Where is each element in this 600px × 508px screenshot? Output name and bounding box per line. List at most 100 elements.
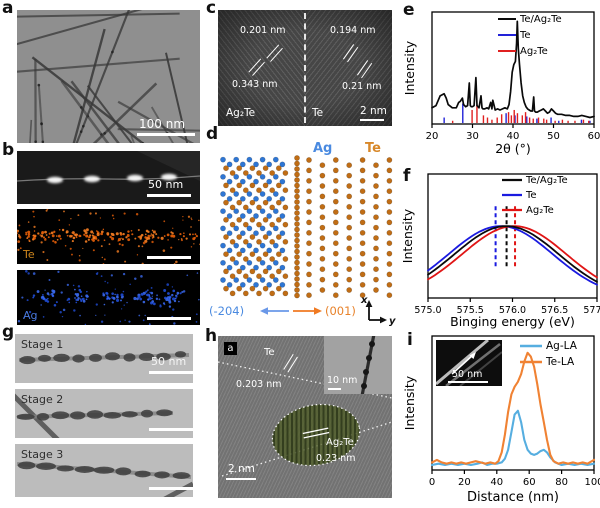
- svg-text:Binging energy (eV): Binging energy (eV): [450, 314, 575, 329]
- svg-text:20: 20: [458, 477, 471, 488]
- atomic-model-graphic: Ag Te (-204) (001) x y: [209, 141, 396, 327]
- wire-outline-graphic: [218, 361, 392, 477]
- panel-i-inset-stem: 50 nm: [436, 340, 502, 386]
- svg-text:575.5: 575.5: [457, 305, 484, 316]
- panel-c-scale-text: 2 nm: [360, 105, 387, 117]
- ag-element-map-graphic: [17, 270, 200, 325]
- panel-i-inset-scale-bar: [448, 381, 488, 383]
- panel-b-ag-label: Ag: [23, 309, 38, 322]
- panel-h-scale-text: 2 nm: [228, 463, 255, 475]
- svg-text:Intensity: Intensity: [402, 40, 417, 95]
- spacing-label-021: 0.21 nm: [342, 81, 382, 92]
- panel-h-inset-scale-bar: [328, 388, 341, 390]
- svg-text:x: x: [360, 295, 368, 306]
- panel-f-xps-chart: f Te/Ag₂Te Te Ag₂Te 575.0 575.5 576.0 576.5 577…: [402, 164, 600, 332]
- svg-text:80: 80: [555, 477, 568, 488]
- stage3-label: Stage 3: [21, 448, 64, 461]
- panel-c-hrtem-image: 0.201 nm 0.343 nm 0.194 nm 0.21 nm Ag₂Te…: [218, 10, 392, 126]
- svg-text:2θ (°): 2θ (°): [495, 141, 531, 156]
- svg-text:Te-LA: Te-LA: [545, 356, 575, 368]
- panel-h-inset-scale-text: 10 nm: [327, 375, 358, 386]
- stage3-wire-graphic: [15, 444, 193, 497]
- panel-i-linescan-chart: i Ag-LA Te-LA 0 20 40 60 80 100 Distance (nm) Int…: [402, 328, 600, 508]
- panel-letter-h: h: [205, 326, 218, 346]
- panel-b-scale-bar: [147, 194, 191, 197]
- svg-text:50: 50: [547, 131, 560, 142]
- panel-g-stage1-image: Stage 1 50 nm: [15, 334, 193, 383]
- svg-text:(001): (001): [325, 304, 356, 318]
- panel-a-scale-bar: [137, 133, 195, 136]
- svg-text:Ag-LA: Ag-LA: [546, 340, 578, 352]
- panel-b-ag-scale-bar: [147, 317, 191, 320]
- panel-h-inset-tem: 10 nm: [324, 336, 392, 394]
- svg-text:20: 20: [426, 131, 439, 142]
- svg-text:Intensity: Intensity: [402, 208, 415, 263]
- panel-g-stage2-image: Stage 2: [15, 389, 193, 438]
- svg-text:(-204): (-204): [209, 304, 244, 318]
- panel-b-te-scale-bar: [147, 256, 191, 259]
- svg-text:0: 0: [429, 477, 435, 488]
- panel-c-scale-bar: [360, 119, 384, 121]
- spacing-label-0343: 0.343 nm: [232, 79, 278, 90]
- panel-g-scale-text: 50 nm: [151, 355, 187, 368]
- panel-h-ag2te-spacing: 0.23 nm: [316, 453, 356, 464]
- panel-b-te-map: Te: [17, 209, 200, 264]
- panel-h-te-label: Te: [264, 347, 275, 358]
- linescan-plot: Ag-LA Te-LA 0 20 40 60 80 100 Distance (nm) Inten…: [402, 335, 600, 505]
- panel-h-scale-bar: [226, 478, 256, 480]
- svg-text:Te: Te: [519, 30, 531, 41]
- panel-b-te-label: Te: [23, 248, 35, 261]
- svg-text:Ag₂Te: Ag₂Te: [526, 205, 554, 216]
- inset-scan-graphic: [436, 340, 502, 386]
- panel-letter-g: g: [2, 322, 15, 342]
- xrd-plot: Te/Ag₂Te Te Ag₂Te 20 30 40 50 60 2θ (°) Intensity: [402, 11, 600, 156]
- material-label-te: Te: [312, 107, 324, 119]
- panel-b-ag-map: Ag: [17, 270, 200, 325]
- panel-letter-a: a: [2, 0, 14, 18]
- panel-letter-c: c: [206, 0, 217, 18]
- svg-text:Intensity: Intensity: [402, 375, 417, 430]
- nanowire-network-graphic: [17, 10, 200, 143]
- panel-g2-scale-bar: [149, 428, 193, 431]
- spacing-label-0194: 0.194 nm: [330, 25, 376, 36]
- svg-text:576.5: 576.5: [541, 305, 568, 316]
- panel-h-te-spacing: 0.203 nm: [236, 379, 282, 390]
- panel-letter-b: b: [2, 140, 15, 160]
- panel-a-scale-text: 100 nm: [139, 117, 186, 131]
- svg-text:Te/Ag₂Te: Te/Ag₂Te: [519, 14, 562, 25]
- panel-a-tem-image: 100 nm: [17, 10, 200, 143]
- panel-i-inset-scale-text: 50 nm: [452, 369, 483, 380]
- svg-text:575.0: 575.0: [414, 305, 441, 316]
- svg-text:60: 60: [588, 131, 600, 142]
- te-element-map-graphic: [17, 209, 200, 264]
- panel-letter-d: d: [206, 124, 219, 144]
- panel-g3-scale-bar: [149, 487, 193, 490]
- inset-wire-graphic: [324, 336, 392, 394]
- panel-letter-e: e: [403, 0, 415, 20]
- panel-e-xrd-chart: e Te/Ag₂Te Te Ag₂Te 20 30 40 50 60 2θ (°) Intensi…: [402, 0, 600, 162]
- material-label-ag2te: Ag₂Te: [226, 107, 256, 119]
- svg-text:40: 40: [507, 131, 520, 142]
- interface-dashed-line: [304, 13, 306, 123]
- svg-text:Te/Ag₂Te: Te/Ag₂Te: [525, 175, 568, 186]
- svg-text:y: y: [389, 316, 396, 327]
- svg-text:60: 60: [523, 477, 536, 488]
- spacing-label-0201: 0.201 nm: [240, 25, 286, 36]
- lattice-fringes-left: [218, 10, 305, 126]
- panel-b-scale-text: 50 nm: [148, 178, 184, 191]
- svg-text:Ag: Ag: [313, 141, 332, 156]
- svg-text:Te: Te: [365, 141, 381, 156]
- stage1-wire-graphic: [15, 334, 193, 383]
- svg-text:Ag₂Te: Ag₂Te: [520, 46, 548, 57]
- stage1-label: Stage 1: [21, 338, 64, 351]
- panel-b-stem-image: 50 nm: [17, 151, 200, 204]
- panel-g-scale-bar: [149, 371, 193, 374]
- panel-h-ag2te-label: Ag₂Te: [326, 437, 354, 448]
- xps-plot: Te/Ag₂Te Te Ag₂Te 575.0 575.5 576.0 576.5 577.0…: [402, 173, 600, 329]
- subfigure-corner-label: a: [224, 342, 237, 355]
- panel-g-stage3-image: Stage 3: [15, 444, 193, 497]
- svg-text:577.0: 577.0: [583, 305, 600, 316]
- svg-text:100: 100: [584, 477, 600, 488]
- panel-letter-f: f: [403, 166, 411, 186]
